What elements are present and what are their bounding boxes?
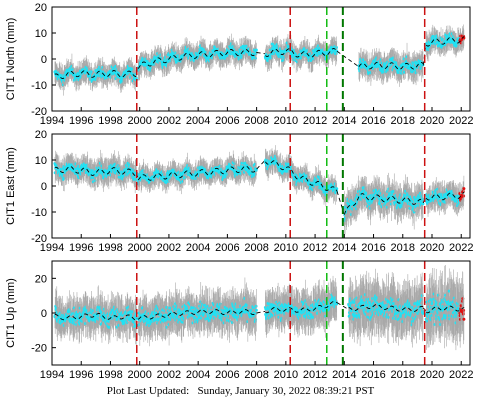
y-tick-label: 0 xyxy=(41,54,47,66)
x-tick-label: 1998 xyxy=(98,115,122,127)
x-tick-label: 2006 xyxy=(215,115,239,127)
data-point xyxy=(254,48,258,52)
x-tick-label: 1996 xyxy=(69,115,93,127)
x-tick-label: 2012 xyxy=(303,115,327,127)
panel-0-plot-area xyxy=(53,24,466,96)
panel-1-plot-area xyxy=(53,145,466,235)
model-line xyxy=(137,48,257,69)
x-tick-label: 2016 xyxy=(361,115,385,127)
model-line xyxy=(54,70,137,79)
x-tick-label: 2022 xyxy=(449,115,473,127)
data-point xyxy=(335,187,339,191)
x-tick-label: 2008 xyxy=(244,115,268,127)
x-tick-label: 2002 xyxy=(157,115,181,127)
y-tick-label: 20 xyxy=(35,2,47,14)
x-tick-label: 2000 xyxy=(127,115,151,127)
model-line xyxy=(265,48,338,58)
x-tick-label: 2018 xyxy=(391,115,415,127)
model-line xyxy=(54,165,137,177)
x-tick-label: 2020 xyxy=(420,115,444,127)
y-axis-label: CIT1 North (mm) xyxy=(5,18,17,101)
model-jump-line xyxy=(256,52,266,55)
model-jump-line xyxy=(256,159,266,170)
y-tick-label: 10 xyxy=(35,28,47,40)
model-line xyxy=(137,165,257,181)
x-tick-label: 2010 xyxy=(274,115,298,127)
model-jump-line xyxy=(422,43,427,66)
x-tick-label: 1994 xyxy=(40,115,64,127)
y-tick-label: -20 xyxy=(31,106,47,118)
model-line xyxy=(358,61,424,71)
model-jump-line xyxy=(336,50,360,68)
model-line xyxy=(425,36,465,47)
x-tick-label: 2014 xyxy=(332,115,356,127)
x-tick-label: 2004 xyxy=(186,115,210,127)
model-line xyxy=(265,160,338,192)
y-tick-label: -10 xyxy=(31,80,47,92)
